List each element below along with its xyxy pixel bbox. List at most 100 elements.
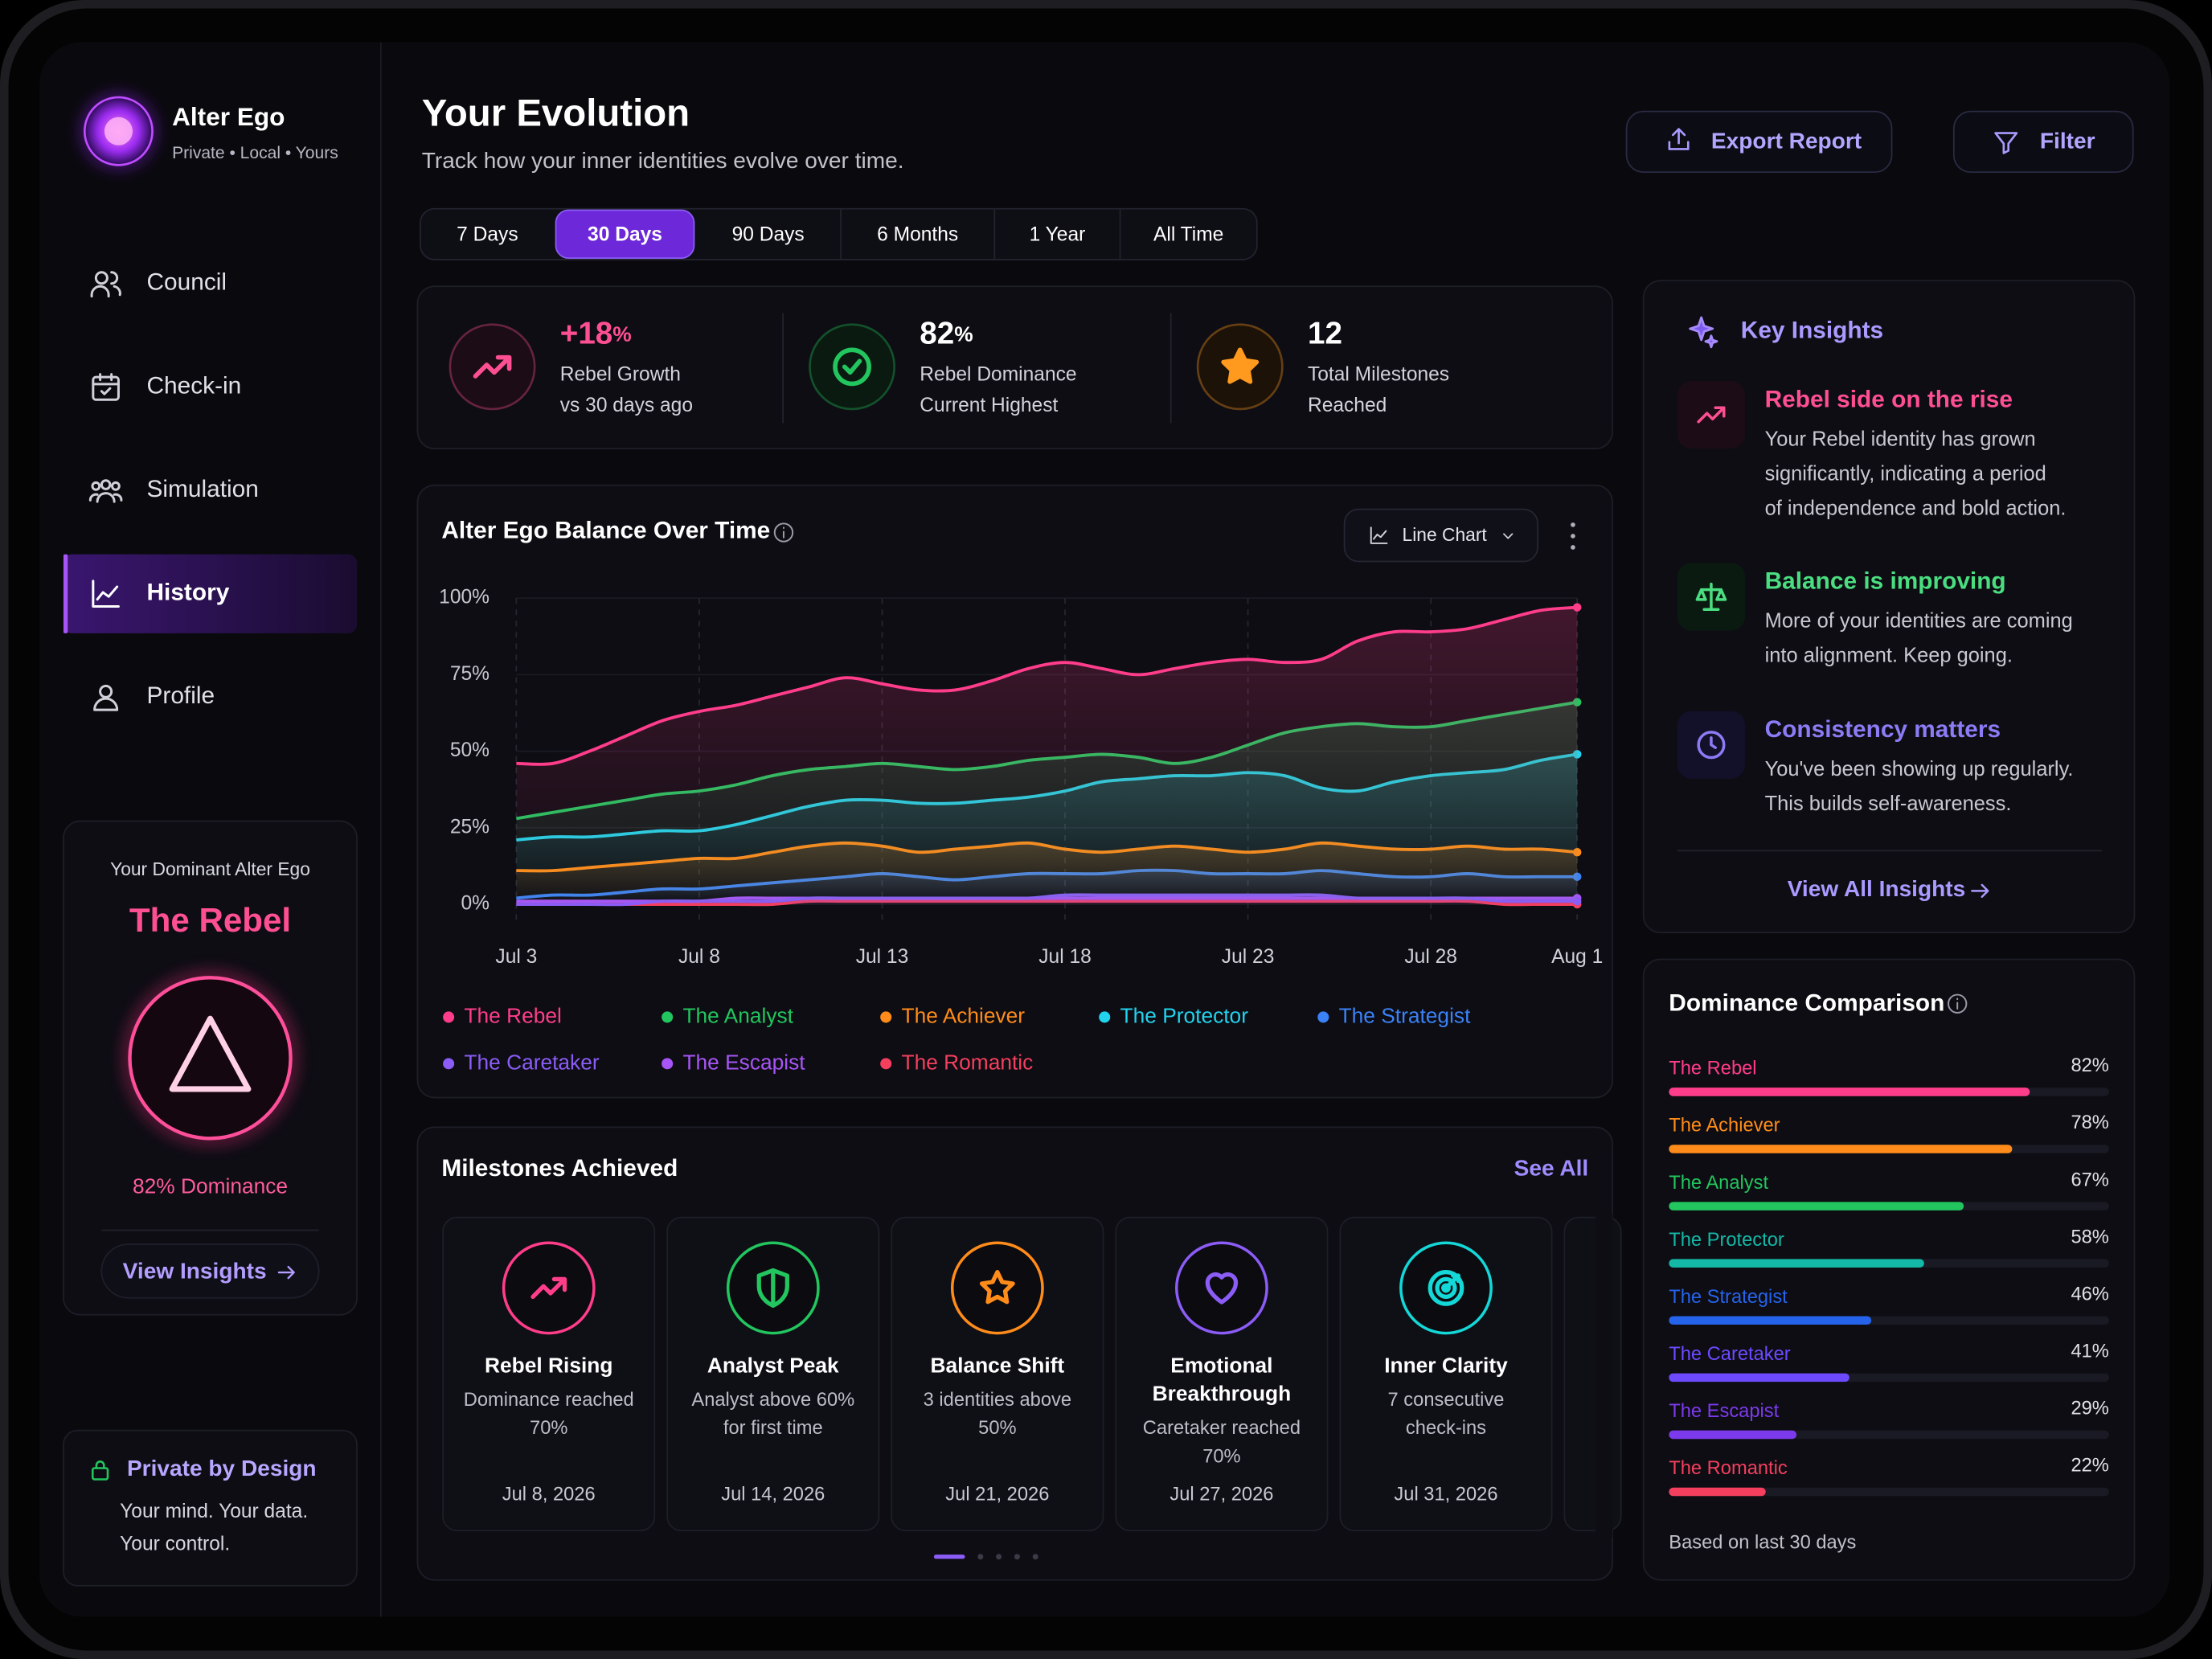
privacy-card xyxy=(63,1429,358,1587)
icon-part xyxy=(100,479,112,490)
range-option[interactable]: 1 Year xyxy=(1030,224,1086,246)
insight-title: Consistency matters xyxy=(1765,716,2001,743)
insight-text: significantly, indicating a period xyxy=(1765,462,2046,485)
icon-part xyxy=(842,358,862,375)
insight-text: You've been showing up regularly. xyxy=(1765,758,2074,780)
icon-arrow xyxy=(277,1265,295,1280)
icon-check xyxy=(833,347,871,387)
bar-label: The Rebel xyxy=(1669,1059,1756,1079)
stat-unit: % xyxy=(954,322,973,346)
range-active xyxy=(555,209,695,260)
range-option[interactable]: 6 Months xyxy=(877,224,958,246)
bar-label: The Escapist xyxy=(1669,1401,1779,1422)
dominant-heading: Your Dominant Alter Ego xyxy=(110,858,310,879)
milestone-text: 50% xyxy=(978,1418,1016,1439)
milestone-card[interactable] xyxy=(891,1216,1104,1532)
milestone-title: Balance Shift xyxy=(931,1354,1065,1378)
range-option[interactable]: All Time xyxy=(1153,224,1223,246)
bar xyxy=(1669,1088,2030,1096)
see-all[interactable]: See All xyxy=(1514,1155,1589,1180)
icon-part xyxy=(277,1265,295,1280)
bar-value-label: 22% xyxy=(2071,1456,2108,1477)
icon-scale xyxy=(1695,582,1727,611)
icon-part xyxy=(1444,1273,1460,1291)
chart-type-label[interactable]: Line Chart xyxy=(1403,524,1488,545)
export-btn[interactable] xyxy=(1625,110,1893,173)
icon-part xyxy=(1948,993,1968,1014)
legend-dot xyxy=(880,1011,892,1023)
icon-part xyxy=(92,580,120,608)
stat-value: 12 xyxy=(1308,317,1342,351)
icon-target xyxy=(1428,1270,1464,1306)
icon-part xyxy=(1697,406,1726,424)
range-option[interactable]: 30 Days xyxy=(588,224,662,246)
bar xyxy=(1669,1145,2013,1153)
x-tick-label: Jul 28 xyxy=(1404,946,1457,968)
icon-part xyxy=(773,522,794,543)
milestone-card[interactable] xyxy=(1339,1216,1553,1532)
y-tick-label: 50% xyxy=(450,739,490,761)
view-insights-btn[interactable] xyxy=(100,1243,320,1299)
icon-part xyxy=(1994,132,2018,154)
insight-text: into alignment. Keep going. xyxy=(1765,645,2013,667)
end-dot xyxy=(1572,603,1582,612)
stats-panel xyxy=(416,285,1613,449)
menu-dot xyxy=(1571,545,1575,550)
view-all-insights[interactable]: View All Insights xyxy=(1788,876,1966,901)
milestone-card[interactable] xyxy=(666,1216,880,1532)
insight-text: More of your identities are coming xyxy=(1765,610,2073,633)
icon-part xyxy=(473,354,512,379)
dominance-panel xyxy=(1642,958,2136,1581)
chart-type-btn[interactable] xyxy=(1343,508,1538,563)
export-label[interactable]: Export Report xyxy=(1711,129,1862,154)
legend-dot xyxy=(1317,1011,1329,1023)
area xyxy=(516,607,1578,905)
filter-label[interactable]: Filter xyxy=(2040,129,2095,154)
range-option[interactable]: 7 Days xyxy=(457,224,518,246)
bar-label: The Caretaker xyxy=(1669,1344,1791,1365)
x-tick-label: Jul 13 xyxy=(856,946,909,968)
icon-trend xyxy=(1697,406,1726,424)
icon-lock xyxy=(91,1460,109,1481)
icon-part xyxy=(95,1460,105,1469)
legend-label: The Strategist xyxy=(1339,1003,1471,1027)
milestone-card[interactable] xyxy=(442,1216,656,1532)
dominance-note: Based on last 30 days xyxy=(1669,1532,1856,1553)
milestone-card[interactable] xyxy=(1115,1216,1329,1532)
milestone-date: Jul 21, 2026 xyxy=(945,1485,1049,1505)
nav-item[interactable]: Simulation xyxy=(147,476,259,502)
nav-item[interactable]: Profile xyxy=(147,682,215,709)
privacy-text: Your mind. Your data. xyxy=(120,1501,308,1522)
legend-label: The Achiever xyxy=(902,1003,1026,1027)
milestone-title: Rebel Rising xyxy=(485,1354,612,1378)
x-tick-label: Jul 18 xyxy=(1038,946,1092,968)
nav-item[interactable]: History xyxy=(147,580,230,606)
legend-label: The Protector xyxy=(1120,1003,1249,1027)
stat-unit: % xyxy=(612,322,631,346)
bar-value-label: 82% xyxy=(2071,1055,2108,1076)
stat-value: 82% xyxy=(920,317,973,351)
view-insights[interactable]: View Insights xyxy=(123,1259,267,1284)
bar-value-label: 58% xyxy=(2071,1227,2108,1247)
bar xyxy=(1669,1487,1766,1497)
milestone-title: Inner Clarity xyxy=(1384,1354,1508,1378)
icon-part xyxy=(90,271,121,298)
range-option[interactable]: 90 Days xyxy=(732,224,805,246)
icon-part xyxy=(91,1467,109,1481)
stat-number: 82 xyxy=(920,317,954,351)
icon-part xyxy=(91,481,101,491)
legend-dot xyxy=(1099,1011,1111,1023)
legend-dot xyxy=(662,1011,674,1023)
x-tick-label: Jul 23 xyxy=(1222,946,1275,968)
icon-part xyxy=(530,1276,567,1300)
icon-trend xyxy=(473,354,512,379)
page-indicator xyxy=(977,1554,984,1560)
icon-part xyxy=(1221,347,1260,384)
icon-info xyxy=(1948,993,1968,1014)
nav-item[interactable]: Council xyxy=(147,269,227,296)
filter-btn[interactable] xyxy=(1952,110,2134,173)
icon-down xyxy=(1503,533,1514,539)
nav-item[interactable]: Check-in xyxy=(147,372,242,399)
